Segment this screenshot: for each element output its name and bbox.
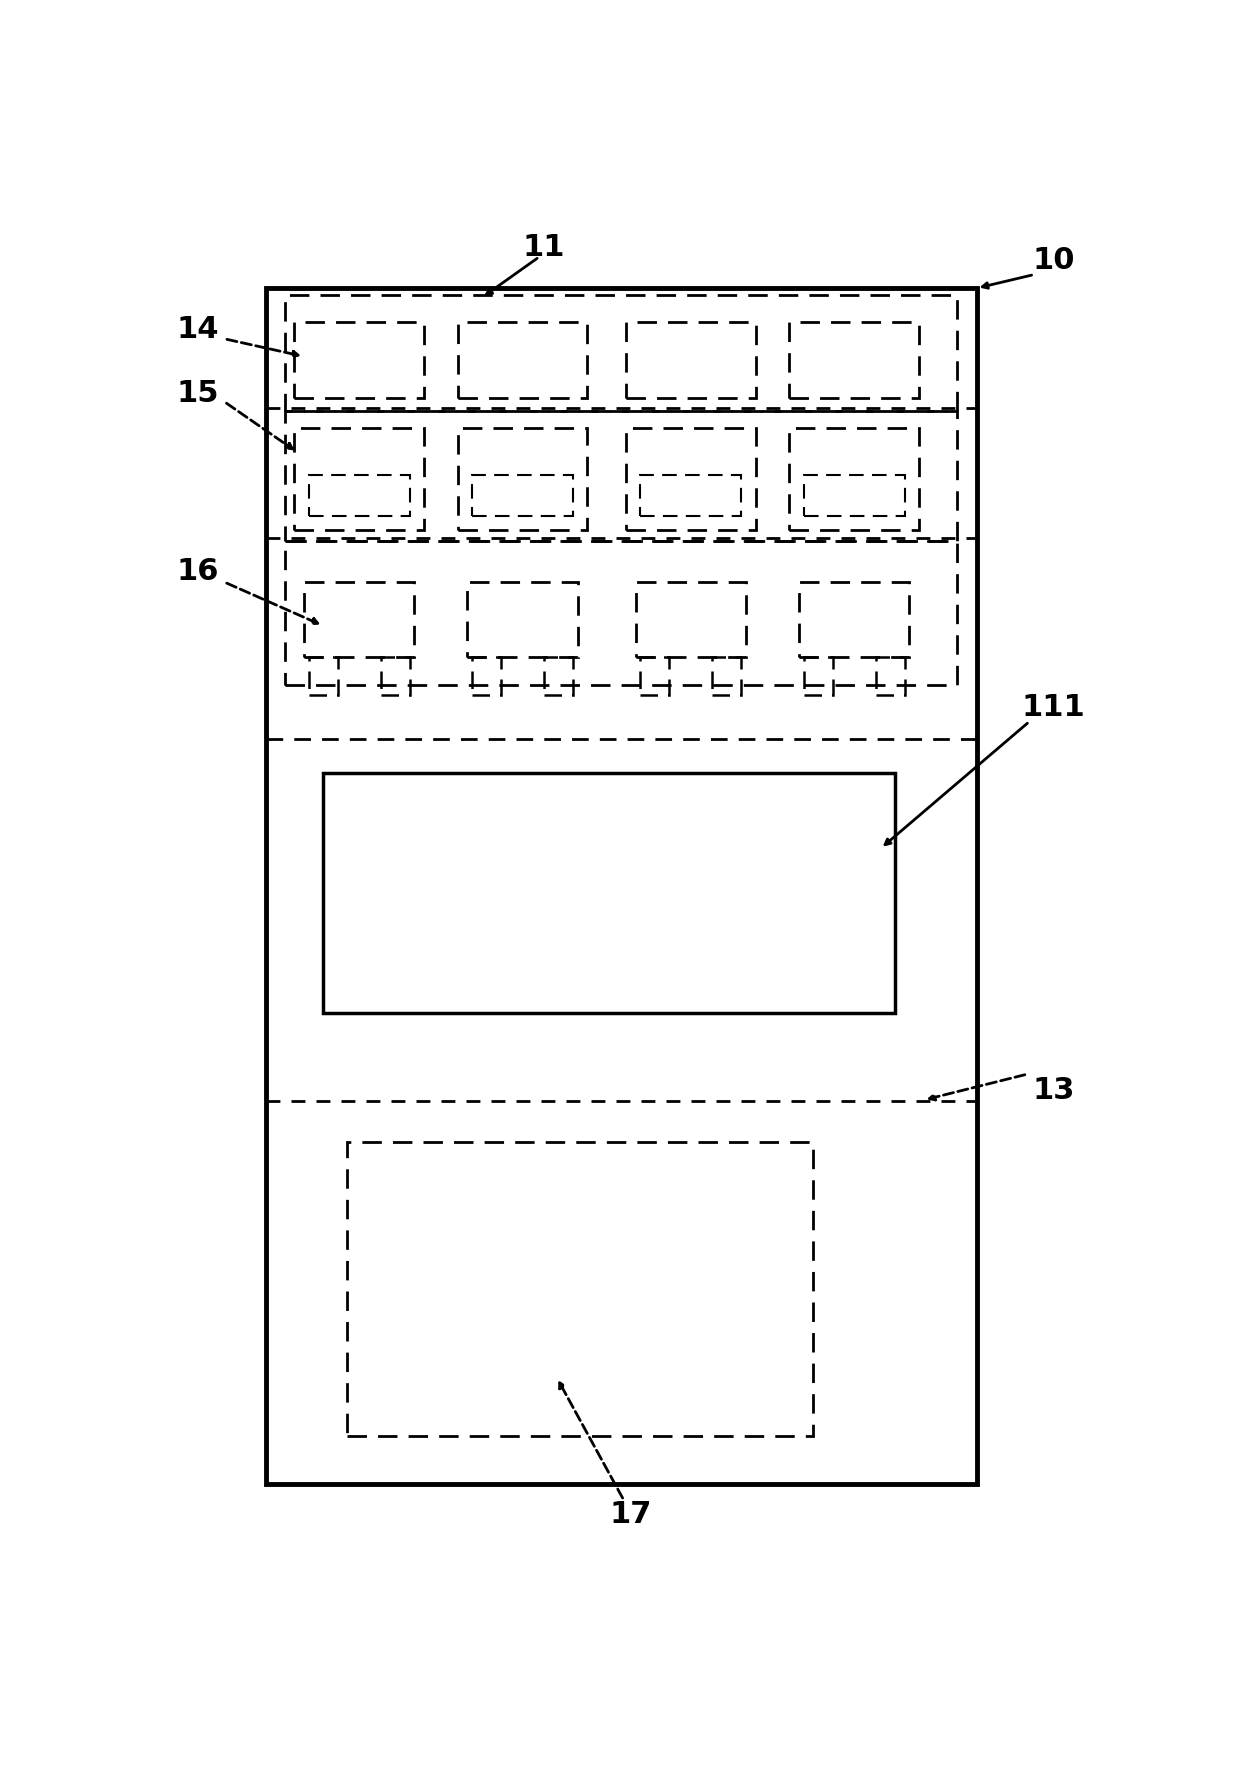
Bar <box>285 412 957 541</box>
Bar <box>309 657 337 696</box>
Bar <box>324 774 895 1012</box>
Text: 17: 17 <box>610 1500 652 1528</box>
Bar <box>799 582 909 657</box>
Bar <box>804 657 832 696</box>
Text: 10: 10 <box>1032 247 1075 275</box>
Bar <box>640 657 670 696</box>
Bar <box>472 476 573 517</box>
Bar <box>875 657 905 696</box>
Bar <box>640 476 742 517</box>
Text: 15: 15 <box>177 378 219 408</box>
Bar <box>458 323 588 398</box>
Bar <box>789 323 919 398</box>
Text: 111: 111 <box>1022 694 1085 722</box>
Bar <box>467 582 578 657</box>
Text: 13: 13 <box>1033 1076 1075 1106</box>
Text: 16: 16 <box>177 557 219 586</box>
Bar <box>804 476 905 517</box>
Bar <box>381 657 409 696</box>
Bar <box>294 428 424 531</box>
Bar <box>712 657 742 696</box>
Bar <box>635 582 746 657</box>
Bar <box>626 428 755 531</box>
Bar <box>347 1143 813 1436</box>
Text: 14: 14 <box>177 314 219 344</box>
Bar <box>304 582 414 657</box>
Bar <box>265 288 977 1484</box>
Bar <box>285 541 957 685</box>
Bar <box>472 657 501 696</box>
Bar <box>309 476 409 517</box>
Bar <box>789 428 919 531</box>
Bar <box>626 323 755 398</box>
Bar <box>544 657 573 696</box>
Bar <box>285 295 957 412</box>
Bar <box>294 323 424 398</box>
Bar <box>458 428 588 531</box>
Text: 11: 11 <box>523 233 565 261</box>
